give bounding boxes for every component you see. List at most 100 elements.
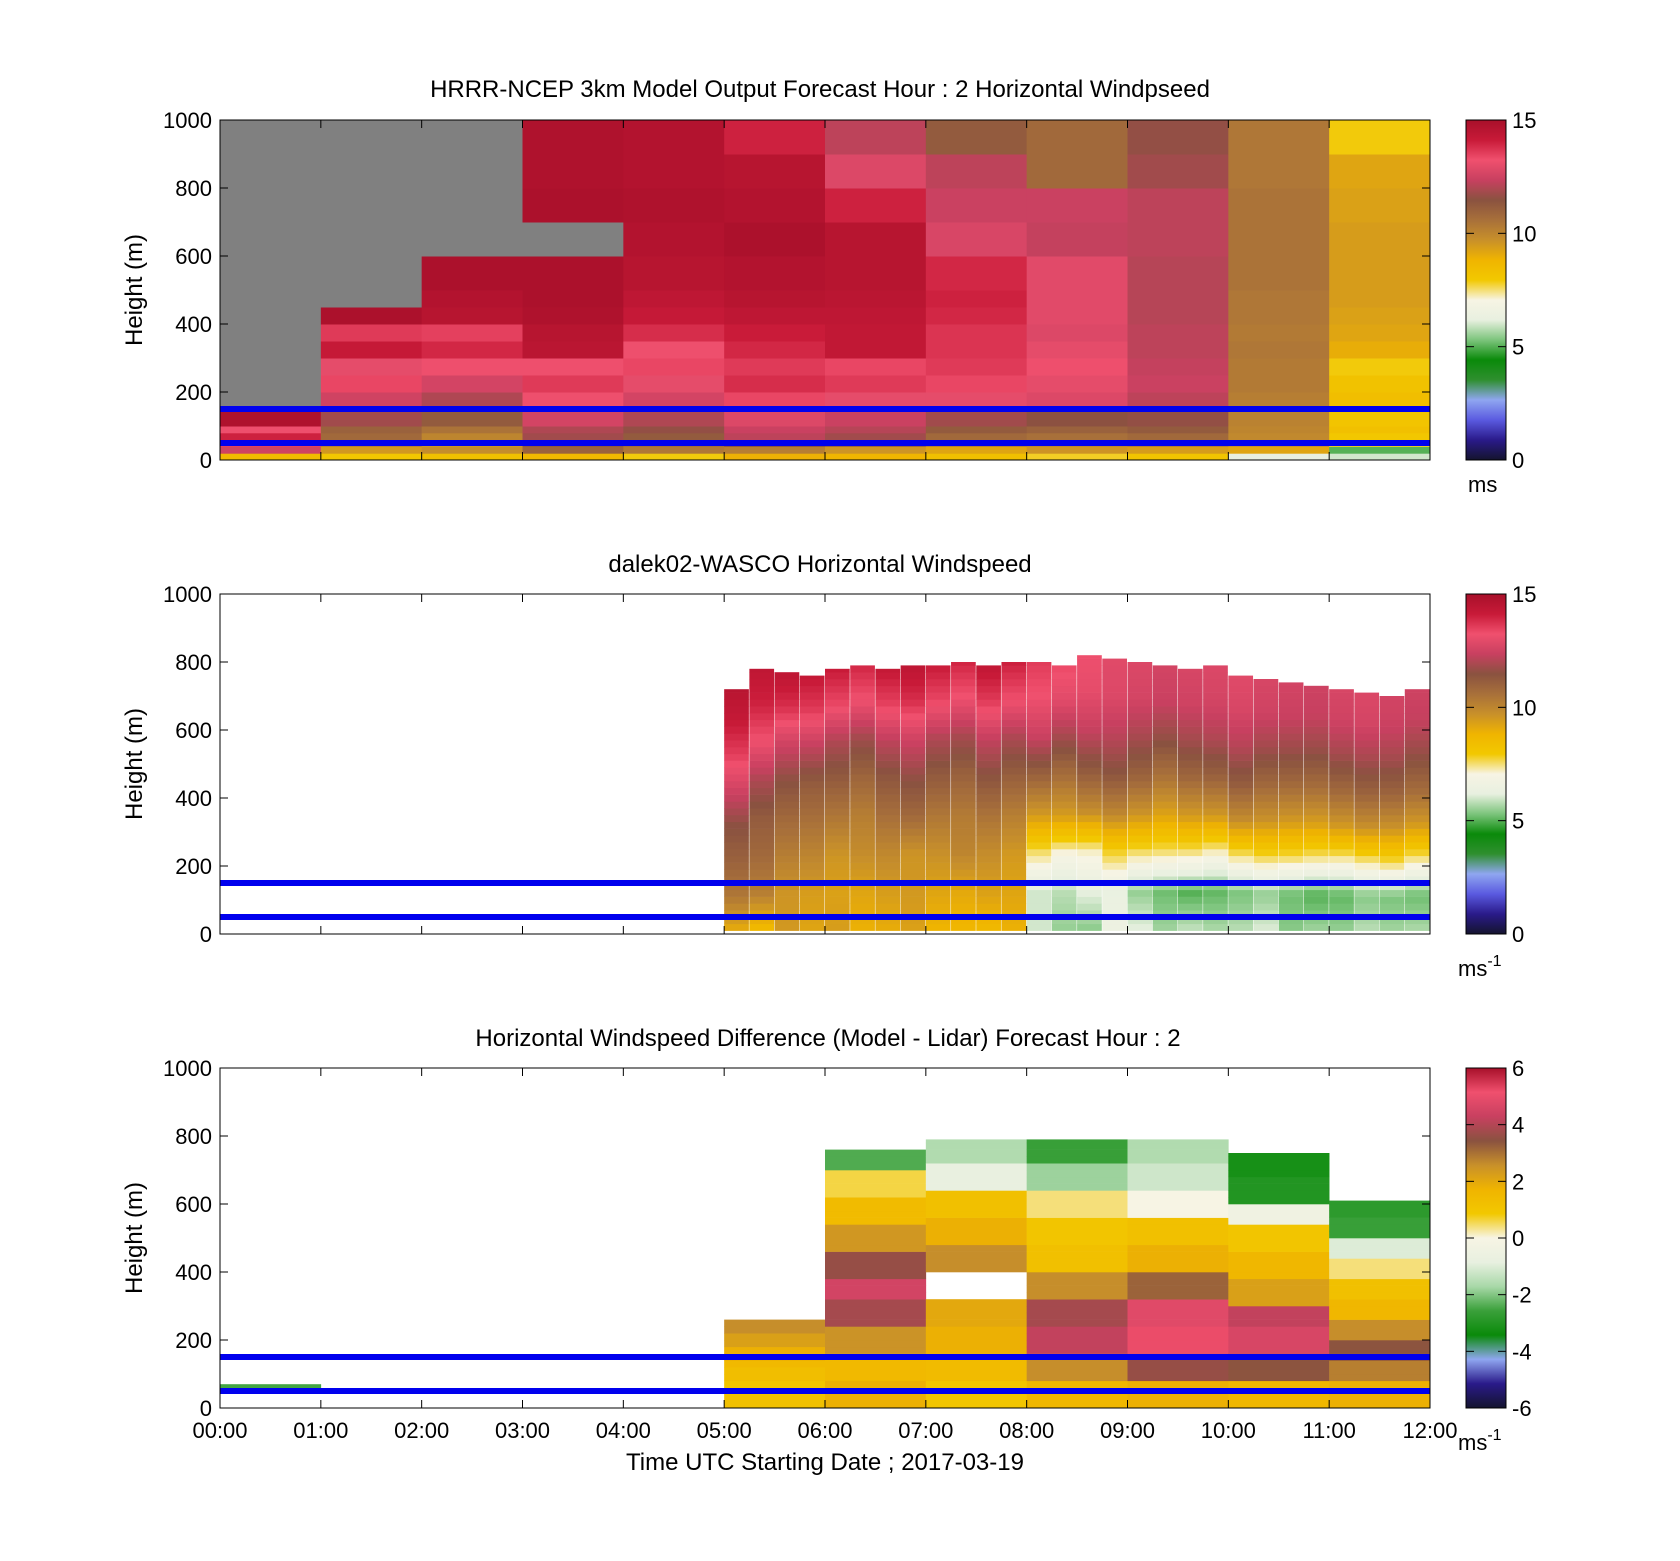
heatmap-cell — [1077, 869, 1102, 877]
heatmap-cell — [875, 828, 901, 836]
heatmap-cell — [724, 889, 749, 897]
heatmap-cell — [1228, 753, 1254, 761]
heatmap-cell — [724, 862, 749, 870]
heatmap-cell — [875, 740, 901, 748]
heatmap-cell — [1203, 753, 1228, 761]
heatmap-cell — [825, 1340, 927, 1348]
heatmap-cell — [749, 726, 775, 734]
heatmap-cell — [1303, 910, 1329, 918]
heatmap-cell — [749, 855, 775, 863]
heatmap-cell — [925, 1333, 1027, 1341]
heatmap-cell — [825, 706, 850, 714]
heatmap-cell — [1329, 1210, 1431, 1218]
heatmap-cell — [825, 1204, 927, 1212]
heatmap-cell — [1152, 849, 1178, 857]
panel-lidar-reflines — [220, 880, 1430, 920]
heatmap-cell — [1026, 1238, 1128, 1246]
heatmap-cell — [1001, 876, 1027, 884]
heatmap-cell — [1051, 889, 1077, 897]
colorbar-tick-label: -2 — [1512, 1283, 1532, 1308]
heatmap-cell — [1203, 767, 1228, 775]
heatmap-cell — [825, 1156, 927, 1164]
colorbar-tick-label: 0 — [1512, 448, 1524, 473]
heatmap-cell — [1228, 1190, 1330, 1198]
heatmap-cell — [1329, 392, 1431, 410]
heatmap-cell — [875, 774, 901, 782]
heatmap-cell — [1228, 1265, 1330, 1273]
heatmap-cell — [1127, 876, 1153, 884]
heatmap-cell — [1127, 1238, 1229, 1246]
heatmap-cell — [1152, 679, 1178, 687]
heatmap-cell — [825, 1394, 927, 1402]
heatmap-cell — [1329, 910, 1354, 918]
heatmap-cell — [1329, 453, 1431, 461]
heatmap-cell — [1278, 923, 1304, 931]
heatmap-cell — [749, 692, 775, 700]
heatmap-cell — [1177, 672, 1203, 680]
heatmap-cell — [976, 849, 1001, 857]
heatmap-cell — [825, 409, 927, 427]
heatmap-cell — [1228, 835, 1254, 843]
heatmap-cell — [1026, 801, 1052, 809]
heatmap-cell — [925, 409, 1028, 427]
heatmap-cell — [825, 679, 850, 687]
heatmap-cell — [1051, 923, 1077, 931]
heatmap-cell — [925, 1224, 1027, 1232]
y-tick-label: 400 — [175, 312, 212, 337]
heatmap-cell — [1203, 665, 1228, 673]
heatmap-cell — [1303, 923, 1329, 931]
heatmap-cell — [825, 1306, 927, 1314]
heatmap-cell — [1077, 808, 1102, 816]
heatmap-cell — [1228, 876, 1254, 884]
heatmap-cell — [900, 665, 926, 673]
heatmap-cell — [825, 453, 927, 461]
heatmap-cell — [976, 808, 1001, 816]
heatmap-cell — [522, 432, 624, 441]
heatmap-cell — [1127, 774, 1153, 782]
heatmap-cell — [522, 256, 624, 291]
heatmap-cell — [1228, 222, 1330, 257]
heatmap-cell — [1127, 1374, 1229, 1382]
heatmap-cell — [825, 753, 850, 761]
heatmap-cell — [1127, 453, 1229, 461]
heatmap-cell — [1127, 889, 1153, 897]
heatmap-cell — [925, 1251, 1027, 1259]
heatmap-cell — [421, 375, 523, 393]
heatmap-cell — [1127, 1142, 1229, 1150]
heatmap-cell — [1203, 917, 1228, 925]
heatmap-cell — [925, 154, 1028, 189]
heatmap-cell — [1278, 883, 1304, 891]
heatmap-cell — [1354, 781, 1380, 789]
heatmap-cell — [1329, 1394, 1431, 1402]
heatmap-cell — [1228, 188, 1330, 223]
heatmap-cell — [749, 896, 775, 904]
heatmap-cell — [1303, 747, 1329, 755]
heatmap-cell — [1177, 706, 1203, 714]
heatmap-cell — [774, 733, 800, 741]
heatmap-cell — [1026, 1340, 1128, 1348]
heatmap-cell — [220, 341, 322, 359]
heatmap-cell — [1051, 801, 1077, 809]
heatmap-cell — [1329, 1401, 1431, 1409]
heatmap-cell — [1026, 256, 1128, 291]
heatmap-cell — [749, 910, 775, 918]
heatmap-cell — [825, 1312, 927, 1320]
heatmap-cell — [1404, 774, 1430, 782]
heatmap-cell — [1127, 896, 1153, 904]
heatmap-cell — [1404, 876, 1430, 884]
heatmap-cell — [1303, 767, 1329, 775]
heatmap-cell — [1228, 923, 1254, 931]
heatmap-cell — [1077, 679, 1102, 687]
heatmap-cell — [1278, 794, 1304, 802]
heatmap-cell — [825, 1224, 927, 1232]
heatmap-cell — [1051, 910, 1077, 918]
heatmap-cell — [850, 679, 875, 687]
heatmap-cell — [1379, 910, 1405, 918]
heatmap-cell — [623, 392, 725, 410]
heatmap-cell — [1177, 747, 1203, 755]
heatmap-cell — [976, 692, 1001, 700]
heatmap-cell — [925, 426, 1028, 434]
heatmap-cell — [951, 753, 976, 761]
heatmap-cell — [825, 1326, 927, 1334]
